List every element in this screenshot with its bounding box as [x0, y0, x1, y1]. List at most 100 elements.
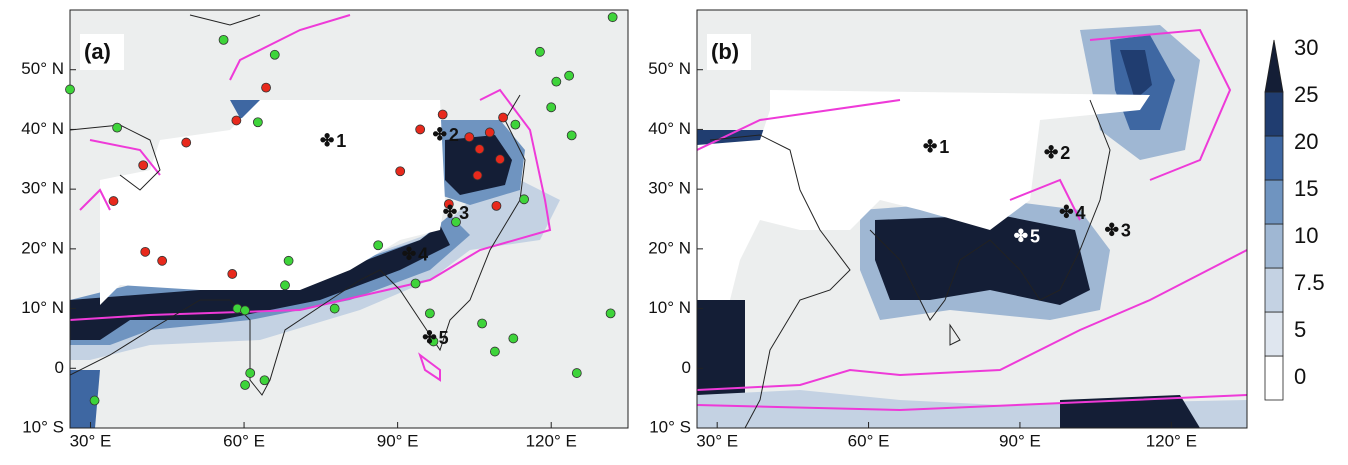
station-marker [218, 34, 229, 45]
colorbar-cell [1264, 179, 1284, 225]
station-marker [495, 154, 505, 165]
colorbar-cell [1264, 267, 1284, 313]
site-symbol: ✤ [443, 203, 457, 222]
site-label: 1 [939, 137, 949, 157]
lat-tick-label: 50° N [648, 59, 691, 78]
station-marker [508, 333, 519, 344]
station-marker [474, 144, 485, 155]
colorbar-cell [1264, 311, 1284, 357]
panel-label-bg [707, 34, 751, 70]
site-label: 5 [439, 328, 449, 348]
station-marker [546, 102, 557, 113]
station-marker [415, 124, 426, 135]
station-marker [491, 200, 502, 211]
colorbar-label: 15 [1294, 176, 1318, 201]
lat-tick-label: 20° N [21, 238, 64, 257]
panel-frame [69, 9, 629, 429]
station-marker [138, 160, 149, 171]
site-symbol: ✤ [320, 131, 334, 150]
site-symbol: ✤ [1014, 226, 1028, 245]
panel-b-field [697, 10, 1247, 428]
station-marker [535, 46, 545, 57]
station-marker [489, 346, 500, 357]
colorbar-cell [1264, 223, 1284, 269]
station-marker [140, 246, 151, 257]
station-marker [498, 112, 508, 123]
station-marker [424, 308, 435, 319]
lat-tick-label: 10° N [648, 298, 691, 317]
lon-tick-label: 30° E [696, 431, 738, 450]
site-label: 3 [1121, 221, 1131, 241]
lat-tick-label: 10° N [21, 298, 64, 317]
lat-tick-label: 0 [55, 358, 64, 377]
station-marker [605, 308, 616, 319]
station-marker [472, 170, 483, 181]
colorbar-label: 0 [1294, 364, 1306, 389]
site-symbol: ✤ [1044, 143, 1058, 162]
station-marker [428, 336, 439, 347]
station-marker [437, 109, 448, 120]
lat-tick-label: 0 [682, 358, 691, 377]
colorbar-cell [1264, 39, 1284, 93]
station-marker [227, 269, 238, 279]
station-marker [510, 119, 521, 130]
station-marker [108, 196, 119, 206]
colorbar-label: 25 [1294, 82, 1318, 107]
lon-tick-label: 60° E [223, 431, 265, 450]
panel-a-field [70, 10, 628, 428]
lat-tick-label: 40° N [648, 119, 691, 138]
lon-tick-label: 90° E [377, 431, 419, 450]
station-marker [566, 130, 577, 141]
station-marker [395, 166, 406, 177]
lon-tick-label: 60° E [848, 431, 890, 450]
lat-tick-label: 40° N [21, 119, 64, 138]
station-marker [283, 255, 294, 266]
lat-tick-label: 30° N [21, 179, 64, 198]
site-label: 3 [459, 203, 469, 223]
panel-label: (b) [711, 39, 739, 64]
station-marker [261, 82, 271, 93]
site-label: 2 [449, 125, 459, 145]
site-label: 1 [336, 131, 346, 151]
colorbar-label: 30 [1294, 35, 1318, 60]
station-marker [231, 115, 242, 126]
colorbar-label: 5 [1294, 317, 1306, 342]
station-marker [280, 280, 290, 291]
station-marker [240, 380, 250, 390]
station-marker [564, 70, 575, 81]
lat-tick-label: 50° N [21, 59, 64, 78]
colorbar-label: 10 [1294, 223, 1318, 248]
station-marker [240, 305, 250, 316]
station-marker [89, 395, 100, 406]
station-marker [519, 194, 529, 205]
site-symbol: ✤ [1105, 220, 1119, 239]
colorbar-cell [1264, 91, 1284, 137]
site-symbol: ✤ [402, 244, 416, 263]
station-marker [112, 122, 122, 133]
site-symbol: ✤ [422, 328, 436, 347]
station-marker [245, 368, 256, 378]
station-marker [464, 132, 475, 143]
panel-label: (a) [84, 39, 111, 64]
station-marker [484, 127, 495, 138]
station-marker [181, 137, 192, 148]
colorbar-label: 7.5 [1294, 270, 1325, 295]
site-symbol: ✤ [923, 137, 937, 156]
station-marker [329, 303, 340, 314]
station-marker [451, 217, 461, 227]
site-label: 2 [1060, 143, 1070, 163]
panel-label-bg [80, 34, 124, 70]
site-symbol: ✤ [433, 125, 447, 144]
station-marker [269, 49, 280, 60]
lat-tick-label: 30° N [648, 179, 691, 198]
station-marker [157, 255, 168, 266]
station-marker [571, 368, 582, 378]
lon-tick-label: 90° E [999, 431, 1041, 450]
lon-tick-label: 120° E [1146, 431, 1197, 450]
site-label: 4 [1075, 203, 1085, 223]
station-marker [252, 117, 263, 128]
station-marker [551, 76, 562, 87]
station-marker [477, 318, 488, 329]
